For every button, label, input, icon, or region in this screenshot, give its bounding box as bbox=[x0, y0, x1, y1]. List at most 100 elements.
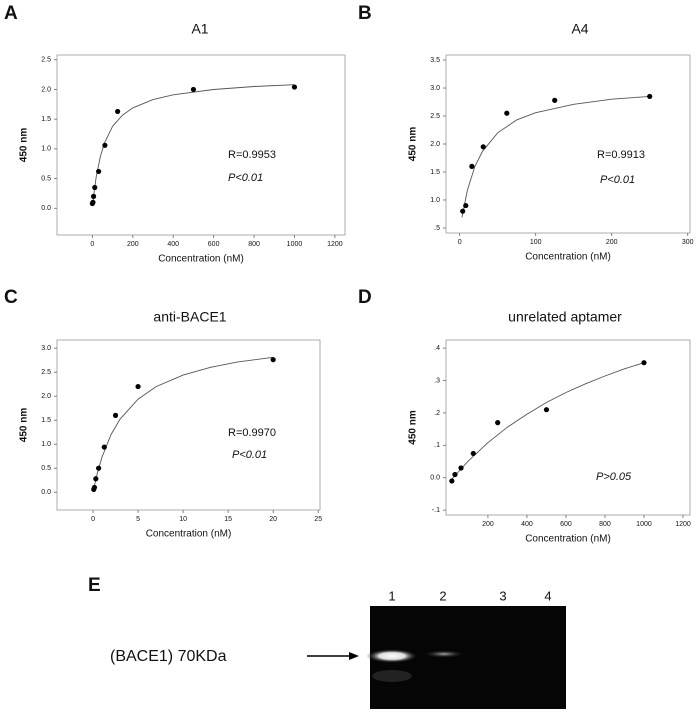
y-tick-label: 0.5 bbox=[41, 175, 51, 182]
data-point bbox=[135, 383, 141, 390]
y-axis-label: 450 nm bbox=[408, 410, 419, 445]
y-axis-label: 450 nm bbox=[408, 127, 419, 162]
x-tick-label: 100 bbox=[530, 239, 542, 246]
x-tick-label: 400 bbox=[521, 521, 533, 528]
y-tick-label: 1.5 bbox=[41, 417, 51, 424]
y-tick-label: 2.0 bbox=[41, 86, 51, 93]
x-tick-label: 10 bbox=[179, 516, 187, 523]
data-point bbox=[90, 199, 96, 205]
data-point bbox=[463, 202, 469, 209]
x-axis-label: Concentration (nM) bbox=[525, 534, 611, 545]
x-axis-label: Concentration (nM) bbox=[158, 254, 244, 265]
data-point bbox=[92, 184, 98, 191]
chart: anti-BACE1 Concentration (nM) 450 nm 0 5 10 15… bbox=[19, 309, 323, 540]
y-tick-label: 1.5 bbox=[430, 169, 440, 176]
x-tick-label: 800 bbox=[599, 521, 611, 528]
x-tick-label: 20 bbox=[269, 516, 277, 523]
data-point bbox=[91, 484, 98, 491]
data-point bbox=[115, 108, 121, 115]
panel-letter: B bbox=[358, 3, 372, 24]
data-point bbox=[504, 110, 510, 116]
data-point bbox=[470, 450, 476, 457]
y-tick-label: 3.0 bbox=[430, 85, 440, 92]
y-tick-label: 0.0 bbox=[430, 475, 440, 482]
plot-frame bbox=[56, 54, 346, 236]
y-tick-label: .2 bbox=[434, 410, 440, 417]
x-tick-label: 800 bbox=[248, 241, 260, 248]
fit-curve bbox=[451, 362, 645, 480]
chart: A4 Concentration (nM) 450 nm 0 100 200 300 .5 1.… bbox=[408, 21, 694, 263]
chart-title: unrelated aptamer bbox=[508, 309, 622, 325]
x-tick-label: 0 bbox=[90, 241, 94, 248]
lane-label: 4 bbox=[544, 588, 551, 603]
annotation: P<0.01 bbox=[228, 172, 263, 184]
x-axis-label: Concentration (nM) bbox=[146, 529, 232, 540]
y-tick-label: 3.5 bbox=[430, 57, 440, 64]
data-point bbox=[190, 86, 197, 93]
x-tick-label: 200 bbox=[127, 241, 139, 248]
data-point bbox=[647, 93, 653, 100]
data-point bbox=[90, 193, 97, 199]
data-point bbox=[291, 84, 298, 90]
panel-letter: D bbox=[358, 287, 372, 308]
y-tick-label: 2.0 bbox=[41, 393, 51, 400]
x-tick-label: 1000 bbox=[636, 521, 652, 528]
x-tick-label: 1200 bbox=[675, 521, 691, 528]
annotation: R=0.9913 bbox=[597, 149, 645, 161]
annotation: P>0.05 bbox=[596, 471, 632, 483]
x-tick-label: 0 bbox=[91, 516, 95, 523]
y-axis-label: 450 nm bbox=[19, 128, 30, 163]
y-tick-label: .3 bbox=[434, 377, 440, 384]
data-point bbox=[112, 412, 119, 418]
y-tick-label: 2.5 bbox=[430, 113, 440, 120]
marker-label: (BACE1) 70KDa bbox=[110, 648, 227, 665]
panel-letter: E bbox=[88, 575, 101, 596]
plot-frame bbox=[445, 339, 691, 516]
chart: A1 Concentration (nM) 450 nm 0 200 400 600 800 1… bbox=[19, 21, 346, 265]
band bbox=[422, 650, 466, 658]
data-point bbox=[458, 465, 464, 471]
y-tick-label: 2.0 bbox=[430, 141, 440, 148]
fit-curve bbox=[93, 356, 274, 490]
band bbox=[366, 649, 418, 663]
x-tick-label: 25 bbox=[314, 516, 322, 523]
plot-frame bbox=[445, 54, 691, 234]
x-tick-label: 15 bbox=[224, 516, 232, 523]
y-tick-label: .5 bbox=[434, 225, 440, 232]
y-tick-label: 1.0 bbox=[41, 441, 51, 448]
fit-curve bbox=[461, 95, 650, 218]
y-tick-label: 2.5 bbox=[41, 57, 51, 64]
x-tick-label: 200 bbox=[482, 521, 494, 528]
y-tick-label: .1 bbox=[434, 442, 440, 449]
y-tick-label: 1.0 bbox=[41, 146, 51, 153]
data-point bbox=[96, 465, 102, 471]
x-tick-label: 5 bbox=[136, 516, 140, 523]
plot-frame bbox=[56, 339, 321, 511]
y-axis-label: 450 nm bbox=[19, 408, 30, 443]
x-tick-label: 200 bbox=[606, 239, 618, 246]
gel: 1 2 3 4 (BACE1) 70KDa bbox=[110, 588, 566, 709]
lane-label: 1 bbox=[388, 588, 395, 603]
y-tick-label: .4 bbox=[434, 345, 440, 352]
y-tick-label: 1.5 bbox=[41, 116, 51, 123]
data-point bbox=[102, 142, 108, 148]
x-tick-label: 1000 bbox=[287, 241, 303, 248]
annotation: P<0.01 bbox=[600, 174, 635, 186]
y-tick-label: 3.0 bbox=[41, 345, 51, 352]
data-point bbox=[641, 360, 647, 366]
y-tick-label: 1.0 bbox=[430, 197, 440, 204]
y-tick-label: 2.5 bbox=[41, 369, 51, 376]
data-point bbox=[101, 444, 107, 450]
y-tick-label: 0.5 bbox=[41, 465, 51, 472]
x-tick-label: 0 bbox=[458, 239, 462, 246]
chart-title: anti-BACE1 bbox=[153, 309, 226, 325]
data-point bbox=[96, 168, 102, 175]
y-tick-label: 0.0 bbox=[41, 489, 51, 496]
arrow-head bbox=[349, 652, 359, 660]
chart: unrelated aptamer Concentration (nM) 450 n… bbox=[408, 309, 691, 545]
x-tick-label: 400 bbox=[167, 241, 179, 248]
x-axis-label: Concentration (nM) bbox=[525, 252, 611, 263]
data-point bbox=[452, 471, 458, 478]
data-point bbox=[449, 478, 455, 484]
